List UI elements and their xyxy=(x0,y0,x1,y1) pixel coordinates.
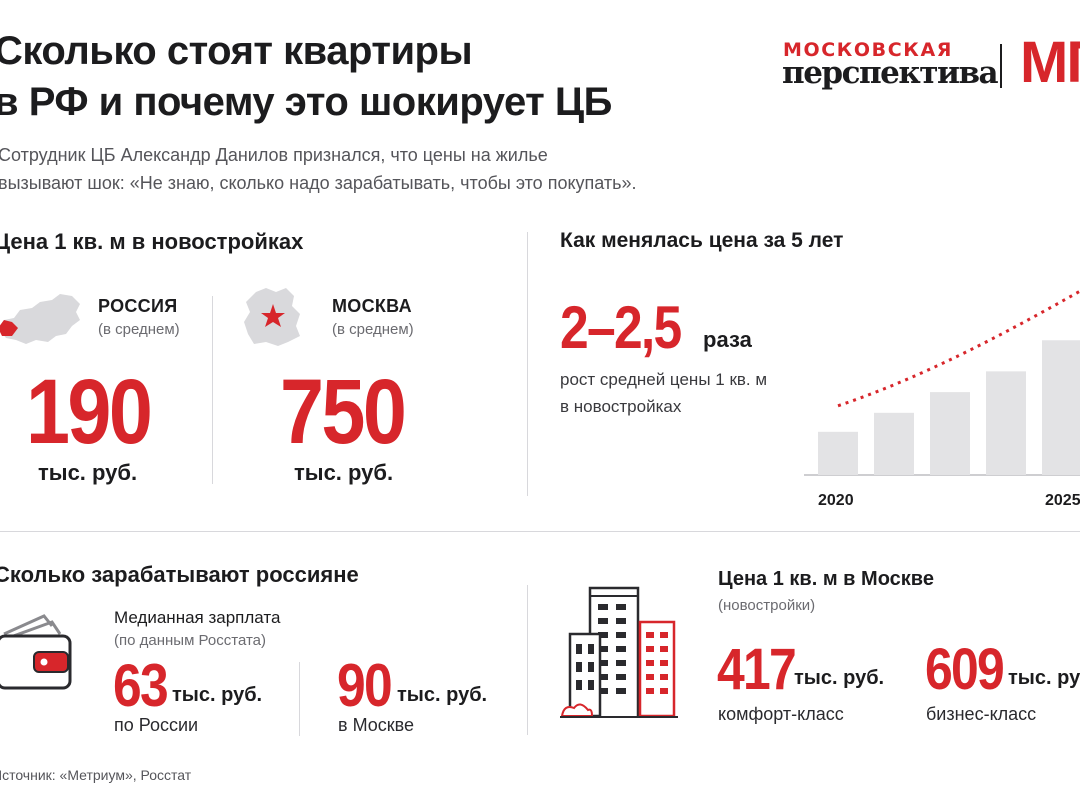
price-section-title: Цена 1 кв. м в новостройках xyxy=(0,229,304,254)
title-line-1: Сколько стоят квартиры xyxy=(0,29,473,73)
moscow-label: МОСКВА xyxy=(332,296,412,316)
section-divider xyxy=(0,531,1080,532)
growth-caption-2: в новостройках xyxy=(560,397,682,416)
chart-bar xyxy=(874,412,914,475)
russia-label: РОССИЯ xyxy=(98,296,178,316)
income-label: Медианная зарплата xyxy=(114,608,281,627)
income-moscow-value: 90 xyxy=(337,652,393,719)
russia-price-unit: тыс. руб. xyxy=(38,460,138,485)
logo-divider xyxy=(1000,44,1002,88)
divider xyxy=(299,662,300,736)
chart-bar xyxy=(930,392,970,475)
business-price-value: 609 xyxy=(925,637,1005,702)
moscow-price-title: Цена 1 кв. м в Москве xyxy=(718,568,934,590)
wallet-icon xyxy=(0,614,72,690)
growth-bar-chart: 2020 2025 xyxy=(804,289,1080,509)
page-subtitle: Сотрудник ЦБ Александр Данилов признался… xyxy=(0,141,637,197)
subtitle-line-1: Сотрудник ЦБ Александр Данилов признался… xyxy=(0,145,548,165)
logo-top-text: МОСКОВСКАЯ xyxy=(783,39,953,61)
divider xyxy=(527,232,528,496)
comfort-price-unit: тыс. руб. xyxy=(794,667,885,689)
chart-bars xyxy=(818,340,1080,475)
x-tick-label: 2025 xyxy=(1045,492,1080,509)
russia-price-value: 190 xyxy=(26,361,153,463)
logo-bottom-text: перспектива xyxy=(782,55,999,91)
growth-multiplier-unit: раза xyxy=(703,327,752,352)
income-moscow-unit: тыс. руб. xyxy=(397,684,488,706)
growth-section-title: Как менялась цена за 5 лет xyxy=(560,229,844,252)
chart-bar xyxy=(986,371,1026,475)
title-line-2: в РФ и почему это шокирует ЦБ xyxy=(0,80,612,124)
income-russia-value: 63 xyxy=(113,652,169,719)
moscow-note: (в среднем) xyxy=(332,321,414,338)
divider xyxy=(212,296,213,484)
russia-note: (в среднем) xyxy=(98,321,180,338)
subtitle-line-2: вызывают шок: «Не знаю, сколько надо зар… xyxy=(0,173,637,193)
source-note: Источник: «Метриум», Росстат xyxy=(0,767,192,783)
page-title: Сколько стоят квартиры в РФ и почему это… xyxy=(0,26,612,128)
comfort-class-label: комфорт-класс xyxy=(718,704,844,724)
income-russia-unit: тыс. руб. xyxy=(172,684,263,706)
buildings-icon xyxy=(560,586,678,718)
income-source-note: (по данным Росстата) xyxy=(114,632,266,649)
growth-caption-1: рост средней цены 1 кв. м xyxy=(560,370,768,389)
income-russia-caption: по России xyxy=(114,715,199,735)
income-section-title: Сколько зарабатывают россияне xyxy=(0,562,359,587)
russia-map-icon xyxy=(0,294,80,344)
income-moscow-caption: в Москве xyxy=(338,715,415,735)
business-class-label: бизнес-класс xyxy=(926,704,1037,724)
moscow-price-unit: тыс. руб. xyxy=(294,460,394,485)
divider xyxy=(527,585,528,735)
x-tick-label: 2020 xyxy=(818,492,854,509)
moscow-price-note: (новостройки) xyxy=(718,597,816,614)
business-price-unit: тыс. руб. xyxy=(1008,667,1080,689)
moscow-price-value: 750 xyxy=(280,361,407,463)
growth-multiplier: 2–2,5 xyxy=(560,294,682,361)
chart-bar xyxy=(818,431,858,475)
comfort-price-value: 417 xyxy=(717,637,797,702)
logo-mark: МП xyxy=(1020,30,1080,95)
chart-bar xyxy=(1042,340,1080,475)
moscow-map-icon xyxy=(244,288,300,346)
